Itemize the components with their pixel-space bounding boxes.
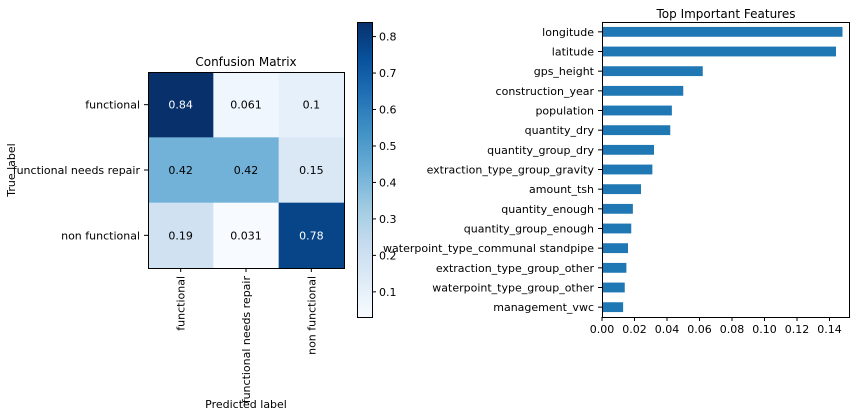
feature-label: waterpoint_type_group_other bbox=[432, 282, 594, 295]
feature-label: longitude bbox=[542, 26, 594, 39]
x-tick-label: non functional bbox=[305, 276, 318, 355]
x-tick-label: functional needs repair bbox=[240, 276, 253, 404]
feature-importance-chart: Top Important Features longitude latitude… bbox=[383, 7, 850, 336]
feature-label: extraction_type_group_gravity bbox=[427, 164, 595, 177]
feature-label: quantity_dry bbox=[525, 124, 595, 137]
matrix-cell-value: 0.19 bbox=[168, 229, 193, 242]
matrix-cell bbox=[148, 202, 214, 269]
colorbar-tick-label: 0.3 bbox=[379, 213, 397, 226]
matrix-cell bbox=[148, 72, 214, 138]
x-tick-label: 0.08 bbox=[720, 323, 745, 336]
matrix-cell bbox=[213, 137, 280, 204]
matrix-cell-value: 0.78 bbox=[299, 229, 324, 242]
colorbar-tick-label: 0.6 bbox=[379, 104, 397, 117]
colorbar-tick-label: 0.7 bbox=[379, 67, 397, 80]
colorbar bbox=[357, 22, 372, 317]
confusion-matrix-chart: Confusion Matrix 0.84 0.061 0.1 0.42 0.42 0.1… bbox=[5, 22, 397, 411]
confusion-matrix-x-axis-label: Predicted label bbox=[205, 398, 287, 411]
x-tick-label: 0.04 bbox=[655, 323, 680, 336]
matrix-cell-value: 0.84 bbox=[168, 99, 193, 112]
matrix-cell bbox=[213, 202, 280, 269]
matrix-cell bbox=[213, 72, 280, 138]
feature-label: quantity_group_dry bbox=[487, 144, 594, 157]
confusion-matrix-title: Confusion Matrix bbox=[195, 55, 296, 69]
colorbar-frame bbox=[357, 22, 373, 318]
feature-label: extraction_type_group_other bbox=[436, 262, 595, 275]
x-tick-label: 0.00 bbox=[590, 323, 615, 336]
matrix-cell-value: 0.42 bbox=[234, 164, 259, 177]
matrix-cell-value: 0.061 bbox=[230, 99, 262, 112]
x-tick-label: 0.10 bbox=[752, 323, 777, 336]
matrix-cell bbox=[148, 137, 214, 204]
bar-quantity-group-enough bbox=[602, 223, 632, 234]
bar-extraction-type-group-gravity bbox=[602, 164, 653, 175]
feature-label: gps_height bbox=[534, 65, 595, 78]
x-tick-label: 0.02 bbox=[622, 323, 647, 336]
colorbar-tick-label: 0.5 bbox=[379, 140, 397, 153]
bar-longitude bbox=[602, 26, 843, 37]
feature-label: latitude bbox=[552, 46, 594, 59]
x-tick-label: 0.06 bbox=[687, 323, 712, 336]
matrix-cell-value: 0.15 bbox=[299, 164, 324, 177]
matrix-cell-value: 0.42 bbox=[168, 164, 193, 177]
x-tick-label: functional bbox=[175, 276, 188, 331]
bar-extraction-type-group-other bbox=[602, 262, 627, 273]
feature-label: population bbox=[535, 105, 594, 118]
colorbar-tick-label: 0.8 bbox=[379, 31, 397, 44]
colorbar-tick-label: 0.4 bbox=[379, 176, 397, 189]
confusion-matrix-y-axis-label: True label bbox=[5, 143, 18, 197]
feature-label: management_vwc bbox=[493, 301, 594, 314]
bar-population bbox=[602, 105, 672, 116]
colorbar-tick-label: 0.1 bbox=[379, 286, 397, 299]
feature-label: quantity_enough bbox=[501, 203, 594, 216]
bar-quantity-enough bbox=[602, 203, 633, 214]
bar-gps-height bbox=[602, 66, 703, 77]
matrix-cell-value: 0.1 bbox=[303, 99, 321, 112]
bar-latitude bbox=[602, 46, 836, 57]
bar-amount-tsh bbox=[602, 184, 641, 195]
colorbar-tick-label: 0.2 bbox=[379, 249, 397, 262]
feature-importance-frame bbox=[602, 22, 850, 318]
y-tick-label: non functional bbox=[61, 229, 140, 242]
matrix-cell bbox=[278, 202, 345, 269]
x-tick-label: 0.12 bbox=[785, 323, 810, 336]
y-tick-label: functional bbox=[85, 99, 140, 112]
bar-waterpoint-type-communal-standpipe bbox=[602, 243, 628, 254]
y-tick-label: functional needs repair bbox=[13, 164, 141, 177]
matrix-cell-value: 0.031 bbox=[230, 229, 262, 242]
feature-label: quantity_group_enough bbox=[464, 223, 594, 236]
bar-waterpoint-type-group-other bbox=[602, 282, 625, 293]
matrix-cell bbox=[278, 137, 345, 204]
matrix-cell bbox=[278, 72, 345, 138]
feature-label: construction_year bbox=[496, 85, 595, 98]
x-tick-label: 0.14 bbox=[817, 323, 842, 336]
bar-construction-year bbox=[602, 85, 684, 96]
feature-importance-title: Top Important Features bbox=[656, 7, 796, 21]
bar-quantity-dry bbox=[602, 125, 671, 136]
bar-quantity-group-dry bbox=[602, 144, 654, 155]
bar-management-vwc bbox=[602, 302, 624, 313]
feature-label: waterpoint_type_communal standpipe bbox=[383, 242, 594, 255]
feature-label: amount_tsh bbox=[529, 183, 594, 196]
